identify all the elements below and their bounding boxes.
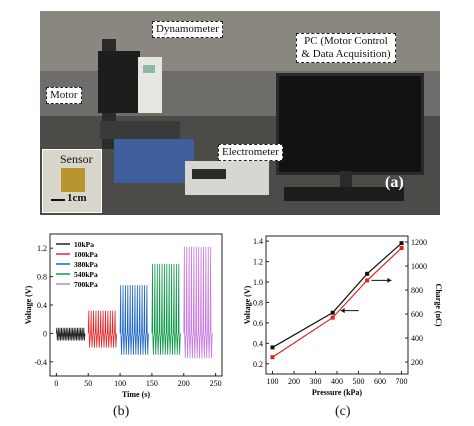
callout-motor: Motor xyxy=(46,87,82,104)
y-axis-label: Voltage (V) xyxy=(24,285,33,324)
series-point-right xyxy=(399,246,404,250)
legend-label-540kPa: 540kPa xyxy=(74,270,98,279)
series-line-left xyxy=(272,242,402,348)
scale-label: 1cm xyxy=(67,192,87,204)
series-line-540kPa xyxy=(151,263,181,355)
chart-c: 100 200 300 400 500 600 700 0.2 0.4 0.6 0.8 1.0 1.2 1… xyxy=(243,228,444,404)
y2-tick-label: 200 xyxy=(411,358,423,367)
y-tick-label: 0.8 xyxy=(253,298,263,307)
y-tick-label: 1.2 xyxy=(37,244,47,253)
series-point-right xyxy=(365,278,370,283)
y-tick-label: 0.4 xyxy=(37,301,47,310)
callout-sensor: Sensor xyxy=(60,152,93,167)
series-point-left xyxy=(330,310,335,315)
series-point-right xyxy=(330,315,335,320)
series-line-100kPa xyxy=(87,310,118,348)
x-tick-label: 50 xyxy=(84,379,92,388)
y-axis-label: Voltage (V) xyxy=(244,285,252,324)
y-tick-label: 1.2 xyxy=(253,258,263,267)
y-tick-label: 0.2 xyxy=(253,360,263,369)
y2-axis-label: Charge (nC) xyxy=(434,284,443,327)
series-point-left xyxy=(399,241,404,246)
y2-tick-label: 600 xyxy=(411,310,423,319)
x-tick-label: 100 xyxy=(266,377,278,386)
y-tick-label: 0 xyxy=(43,329,47,338)
caption-b: (b) xyxy=(113,404,130,419)
photo-monitor xyxy=(276,73,424,175)
callout-pc: PC (Motor Control & Data Acquisition) xyxy=(296,33,396,63)
x-tick-label: 100 xyxy=(114,379,126,388)
legend-label-100kPa: 100kPa xyxy=(74,250,98,259)
x-tick-label: 400 xyxy=(331,377,343,386)
x-tick-label: 500 xyxy=(353,377,365,386)
series-point-right xyxy=(270,355,275,360)
y-tick-label: 0.6 xyxy=(253,319,263,328)
callout-electrometer: Electrometer xyxy=(218,144,283,161)
y2-tick-label: 400 xyxy=(411,334,423,343)
scale-bar xyxy=(51,199,65,201)
series-point-left xyxy=(365,271,370,276)
photo-monitor-stand xyxy=(340,171,352,191)
x-tick-label: 200 xyxy=(178,379,190,388)
x-axis-label: Pressure (kPa) xyxy=(312,388,362,397)
legend-label-10kPa: 10kPa xyxy=(74,240,94,249)
x-tick-label: 150 xyxy=(146,379,158,388)
x-tick-label: 300 xyxy=(309,377,321,386)
x-tick-label: 250 xyxy=(210,379,222,388)
photo-electrometer-display xyxy=(192,169,226,179)
y-tick-label: -0.4 xyxy=(34,358,47,367)
y-tick-label: 0.8 xyxy=(37,273,47,282)
chart-b-svg: 0 50 100 150 200 250 -0.4 0 0.4 0.8 1.2 Time (s) Vol… xyxy=(24,233,223,399)
right-axis-arrowhead xyxy=(387,277,392,283)
x-tick-label: 600 xyxy=(374,377,386,386)
chart-c-svg: 100 200 300 400 500 600 700 0.2 0.4 0.6 0.8 1.0 1.2 1… xyxy=(243,235,443,397)
panel-label-a: (a) xyxy=(385,174,404,191)
y-tick-label: 0.4 xyxy=(253,339,263,348)
series-point-left xyxy=(270,345,275,350)
series-line-right xyxy=(272,247,402,358)
x-tick-label: 0 xyxy=(54,379,58,388)
legend-label-700kPa: 700kPa xyxy=(74,280,98,289)
series-line-700kPa xyxy=(183,246,213,359)
left-axis-arrowhead xyxy=(340,308,345,314)
legend-label-380kPa: 380kPa xyxy=(74,260,98,269)
y-tick-label: 1.0 xyxy=(253,278,263,287)
y2-tick-label: 1200 xyxy=(411,238,427,247)
x-tick-label: 700 xyxy=(396,377,408,386)
setup-photo: 1cm Dynamometer PC (Motor Control & Data… xyxy=(40,11,440,215)
photo-motor xyxy=(98,51,140,113)
y2-tick-label: 800 xyxy=(411,286,423,295)
chart-b: 0 50 100 150 200 250 -0.4 0 0.4 0.8 1.2 Time (s) Vol… xyxy=(22,228,232,400)
callout-dynamometer: Dynamometer xyxy=(152,21,223,38)
photo-base-plate xyxy=(100,121,180,139)
x-tick-label: 200 xyxy=(288,377,300,386)
photo-keyboard xyxy=(284,187,404,201)
photo-dynamometer-display xyxy=(143,65,155,73)
x-axis-label: Time (s) xyxy=(122,390,150,399)
caption-c: (c) xyxy=(335,404,351,419)
y2-tick-label: 1000 xyxy=(411,262,427,271)
series-line-10kPa xyxy=(55,327,86,341)
photo-controller xyxy=(114,139,194,183)
sensor-sample xyxy=(61,168,85,192)
series-line-380kPa xyxy=(119,285,150,355)
y-tick-label: 1.4 xyxy=(253,237,263,246)
